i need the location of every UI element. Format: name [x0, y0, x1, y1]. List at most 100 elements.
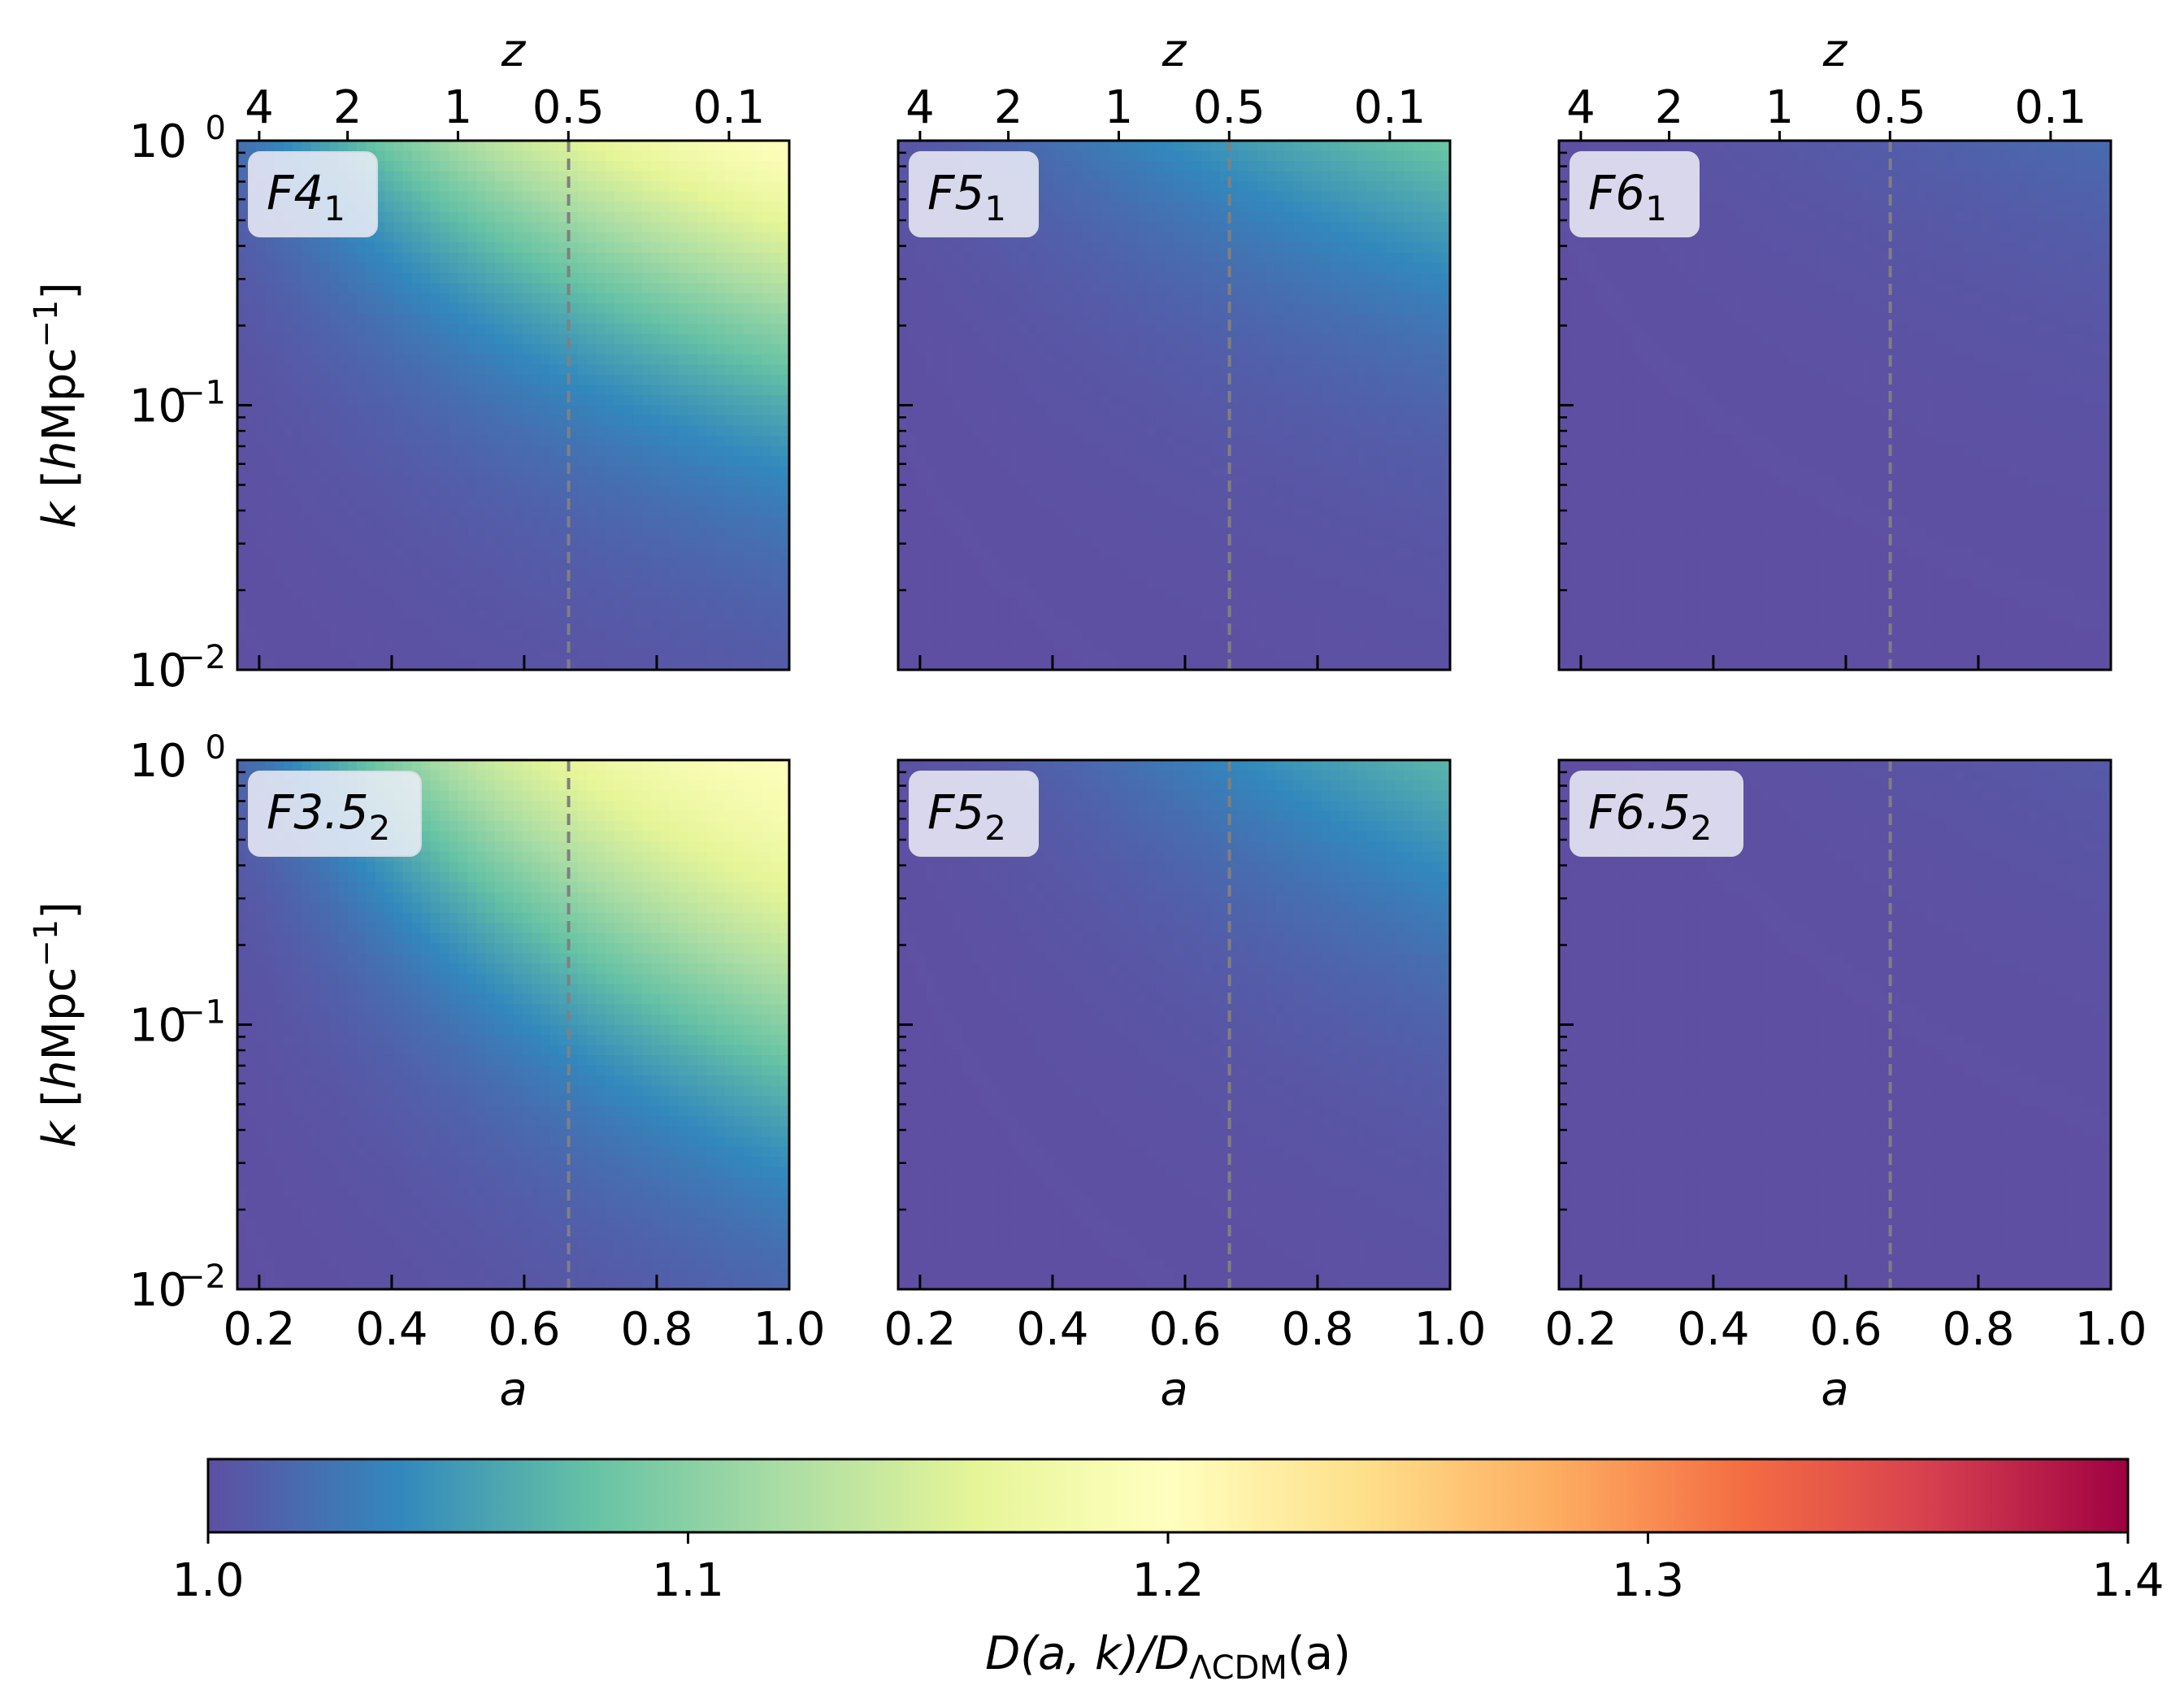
heatmap-cell — [1091, 425, 1101, 437]
y-tick-label: 10 — [129, 380, 187, 433]
heatmap-cell — [1045, 222, 1055, 233]
heatmap-cell — [494, 639, 505, 650]
heatmap-cell — [1118, 202, 1129, 213]
heatmap-cell — [1183, 293, 1193, 304]
heatmap-cell — [357, 364, 367, 376]
heatmap-cell — [916, 415, 927, 427]
heatmap-cell — [532, 578, 542, 589]
heatmap-cell — [935, 324, 945, 335]
heatmap-cell — [605, 578, 615, 589]
heatmap-cell — [734, 252, 745, 263]
heatmap-cell — [568, 191, 579, 202]
heatmap-cell — [1018, 628, 1028, 641]
heatmap-cell — [925, 242, 936, 254]
heatmap-cell — [1036, 150, 1046, 162]
heatmap-cell — [384, 497, 394, 508]
heatmap-cell — [1137, 415, 1148, 427]
heatmap-cell — [679, 272, 689, 284]
heatmap-cell — [641, 313, 652, 324]
heatmap-cell — [999, 639, 1010, 650]
heatmap-cell — [771, 628, 781, 641]
heatmap-cell — [614, 161, 624, 172]
heatmap-cell — [310, 567, 321, 579]
heatmap-cell — [1027, 354, 1037, 366]
heatmap-cell — [412, 517, 422, 528]
heatmap-cell — [623, 517, 634, 528]
heatmap-cell — [999, 141, 1010, 152]
heatmap-cell — [393, 588, 404, 599]
heatmap-cell — [980, 547, 991, 558]
heatmap-cell — [1109, 578, 1120, 589]
heatmap-cell — [632, 517, 643, 528]
heatmap-cell — [541, 558, 551, 569]
heatmap-cell — [568, 272, 579, 284]
heatmap-cell — [679, 405, 689, 416]
heatmap-cell — [762, 394, 771, 406]
heatmap-cell — [1045, 445, 1055, 457]
heatmap-cell — [623, 181, 634, 193]
heatmap-cell — [632, 222, 643, 233]
heatmap-cell — [1155, 436, 1166, 447]
heatmap-cell — [430, 242, 441, 254]
heatmap-cell — [688, 639, 698, 650]
heatmap-cell — [1201, 354, 1212, 366]
heatmap-cell — [925, 293, 936, 304]
heatmap-cell — [568, 639, 579, 650]
heatmap-cell — [439, 588, 449, 599]
heatmap-cell — [1127, 344, 1138, 355]
heatmap-cell — [384, 344, 394, 355]
heatmap-cell — [999, 567, 1010, 579]
heatmap-cell — [1008, 639, 1018, 650]
heatmap-cell — [283, 588, 293, 599]
heatmap-cell — [907, 425, 918, 437]
heatmap-cell — [762, 344, 771, 355]
heatmap-cell — [1054, 619, 1065, 630]
heatmap-cell — [1008, 608, 1018, 619]
heatmap-cell — [623, 150, 634, 162]
heatmap-cell — [697, 313, 707, 324]
heatmap-cell — [255, 354, 266, 366]
heatmap-cell — [522, 161, 532, 172]
heatmap-cell — [485, 344, 496, 355]
heatmap-cell — [1073, 303, 1083, 315]
heatmap-cell — [283, 405, 293, 416]
heatmap-cell — [449, 628, 459, 641]
heatmap-cell — [762, 537, 771, 549]
heatmap-cell — [1165, 547, 1175, 558]
heatmap-cell — [660, 639, 671, 650]
heatmap-cell — [771, 344, 781, 355]
heatmap-cell — [494, 588, 505, 599]
heatmap-cell — [476, 394, 487, 406]
heatmap-cell — [393, 517, 404, 528]
heatmap-cell — [467, 202, 477, 213]
heatmap-cell — [596, 394, 606, 406]
heatmap-cell — [264, 608, 275, 619]
heatmap-cell — [587, 537, 597, 549]
heatmap-cell — [246, 405, 257, 416]
heatmap-cell — [522, 659, 532, 671]
heatmap-cell — [274, 578, 284, 589]
heatmap-cell — [771, 272, 781, 284]
heatmap-cell — [319, 394, 330, 406]
heatmap-cell — [274, 293, 284, 304]
heatmap-cell — [724, 466, 735, 477]
heatmap-cell — [1192, 558, 1203, 569]
heatmap-cell — [246, 456, 257, 467]
heatmap-cell — [541, 242, 551, 254]
heatmap-cell — [1027, 649, 1037, 661]
heatmap-cell — [779, 171, 790, 182]
heatmap-cell — [724, 558, 735, 569]
heatmap-cell — [522, 394, 532, 406]
heatmap-cell — [1036, 567, 1046, 579]
heatmap-cell — [1027, 628, 1037, 641]
heatmap-cell — [697, 578, 707, 589]
heatmap-cell — [1127, 639, 1138, 650]
heatmap-cell — [449, 517, 459, 528]
heatmap-cell — [347, 497, 358, 508]
heatmap-cell — [1127, 445, 1138, 457]
heatmap-cell — [641, 578, 652, 589]
heatmap-cell — [338, 242, 349, 254]
heatmap-cell — [1118, 252, 1129, 263]
heatmap-cell — [412, 171, 422, 182]
heatmap-cell — [568, 649, 579, 661]
